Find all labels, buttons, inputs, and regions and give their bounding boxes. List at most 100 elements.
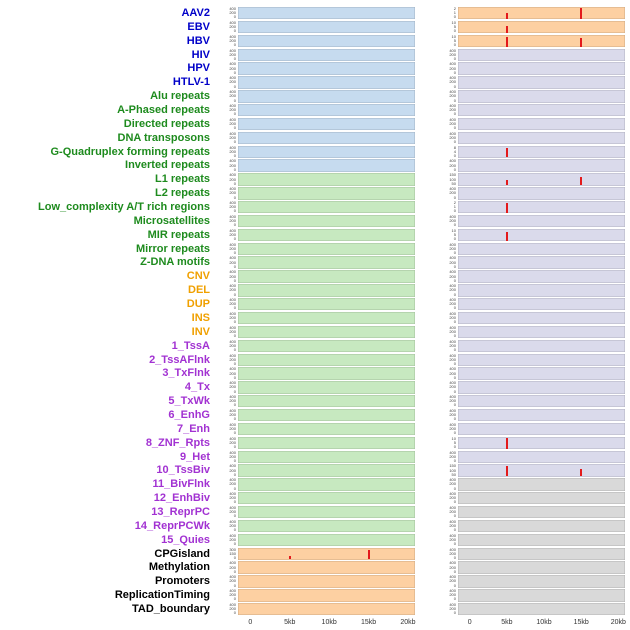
signal-peak-bar [367, 549, 370, 560]
y-tick-label: 150 [449, 172, 456, 178]
track-label: HPV [187, 62, 210, 75]
track-row: DNA transposons 400 200 0 400 200 0 [0, 130, 630, 145]
track-panel-right [458, 145, 625, 158]
y-tick-label: 400 [229, 75, 236, 81]
y-tick-label: 0 [453, 55, 456, 61]
y-tick-label: 400 [449, 130, 456, 136]
track-panel-left [238, 117, 415, 131]
y-axis-ticks: 400 200 0 [430, 187, 456, 199]
y-tick-label: 200 [449, 245, 456, 251]
y-tick-label: 400 [449, 601, 456, 607]
x-axis-tick-label: 15kb [573, 618, 589, 626]
y-tick-label: 400 [229, 574, 236, 580]
y-axis-ticks: 400 200 0 [430, 450, 456, 463]
x-axis-tick-label: 10kb [321, 618, 337, 626]
y-tick-label: 200 [449, 65, 456, 71]
track-panel-left [238, 173, 415, 186]
y-tick-label: 400 [449, 269, 456, 275]
y-tick-label: 400 [229, 352, 236, 358]
y-axis-ticks: 400 200 0 [430, 353, 456, 366]
y-tick-label: 200 [449, 315, 456, 321]
y-tick-label: 0 [453, 485, 456, 491]
y-tick-label: 200 [229, 564, 236, 570]
y-axis-ticks: 400 200 0 [212, 284, 236, 296]
y-tick-label: 200 [229, 134, 236, 140]
track-panel-left [238, 450, 415, 463]
y-tick-label: 400 [449, 116, 456, 122]
y-tick-label: 1 [453, 10, 456, 16]
y-axis-ticks: 400 200 0 [212, 436, 236, 449]
track-panel-right [458, 173, 625, 186]
track-row: DEL 400 200 0 400 200 0 [0, 284, 630, 297]
y-tick-label: 200 [449, 107, 456, 113]
track-panel-right [458, 298, 625, 311]
y-tick-label: 0 [453, 28, 456, 34]
y-tick-label: 4 [453, 148, 456, 154]
track-panel-right [458, 187, 625, 200]
y-axis-ticks: 400 200 0 [430, 104, 456, 116]
track-panel-left [238, 20, 415, 34]
y-tick-label: 200 [229, 273, 236, 279]
y-tick-label: 200 [229, 79, 236, 85]
y-tick-label: 0 [453, 166, 456, 172]
track-label: DNA transposons [117, 131, 211, 144]
y-axis-ticks: 400 200 0 [430, 90, 456, 102]
track-panel-left [238, 62, 415, 75]
y-axis-ticks: 400 200 0 [212, 464, 236, 476]
y-axis-ticks: 400 200 0 [212, 367, 236, 379]
track-row: 2_TssAFlnk 400 200 0 400 200 0 [0, 352, 630, 367]
track-panel-left [238, 547, 415, 560]
x-axis-tick-label: 20kb [610, 618, 626, 626]
y-axis-ticks: 10 5 0 [430, 436, 456, 449]
y-axis-ticks: 400 200 0 [212, 298, 236, 310]
track-label: AAV2 [181, 7, 210, 19]
track-label: CNV [186, 270, 210, 283]
y-tick-label: 0 [233, 430, 236, 436]
x-axis-tick-label: 15kb [360, 618, 377, 626]
track-panel-left [238, 284, 415, 297]
y-tick-label: 0 [453, 111, 456, 117]
y-tick-label: 200 [449, 509, 456, 515]
y-tick-label: 0 [233, 471, 236, 477]
y-tick-label: 400 [449, 588, 456, 594]
y-tick-label: 200 [449, 523, 456, 528]
y-tick-label: 200 [449, 370, 456, 376]
y-tick-label: 0 [453, 236, 456, 242]
track-label: DUP [186, 298, 210, 311]
track-panel-right [458, 450, 625, 463]
track-label: INS [191, 311, 210, 324]
y-tick-label: 0 [233, 485, 236, 491]
y-tick-label: 0 [233, 194, 236, 200]
y-tick-label: 100 [449, 467, 456, 473]
y-tick-label: 200 [449, 398, 456, 404]
y-tick-label: 200 [229, 425, 236, 431]
y-tick-label: 400 [229, 89, 236, 95]
track-panel-right [458, 20, 625, 34]
track-label: HBV [186, 34, 210, 47]
y-tick-label: 200 [449, 453, 456, 459]
track-label: A-Phased repeats [117, 104, 210, 117]
y-tick-label: 8 [453, 144, 456, 150]
y-tick-label: 200 [449, 550, 456, 556]
track-panel-left [238, 187, 415, 200]
track-label: 11_BivFlnk [152, 478, 210, 491]
y-axis-ticks: 150 100 50 [430, 464, 456, 476]
y-tick-label: 0 [233, 166, 236, 172]
y-axis-ticks: 400 200 0 [212, 117, 236, 130]
y-tick-label: 0 [453, 513, 456, 519]
y-axis-ticks: 400 200 0 [212, 492, 236, 504]
y-tick-label: 200 [229, 162, 236, 168]
y-tick-label: 400 [229, 560, 236, 566]
y-tick-label: 0 [233, 360, 236, 366]
y-tick-label: 400 [449, 61, 456, 67]
y-axis-ticks: 400 200 0 [212, 228, 236, 241]
signal-peak-bar [580, 8, 583, 19]
y-axis-ticks: 400 200 0 [212, 34, 236, 47]
y-axis-ticks: 400 200 0 [212, 422, 236, 436]
y-tick-label: 0 [233, 416, 236, 422]
y-axis-ticks: 400 200 0 [212, 104, 236, 116]
track-row: 1_TssA 400 200 0 400 200 0 [0, 339, 630, 353]
track-panel-right [458, 478, 625, 491]
y-tick-label: 0 [233, 263, 236, 269]
